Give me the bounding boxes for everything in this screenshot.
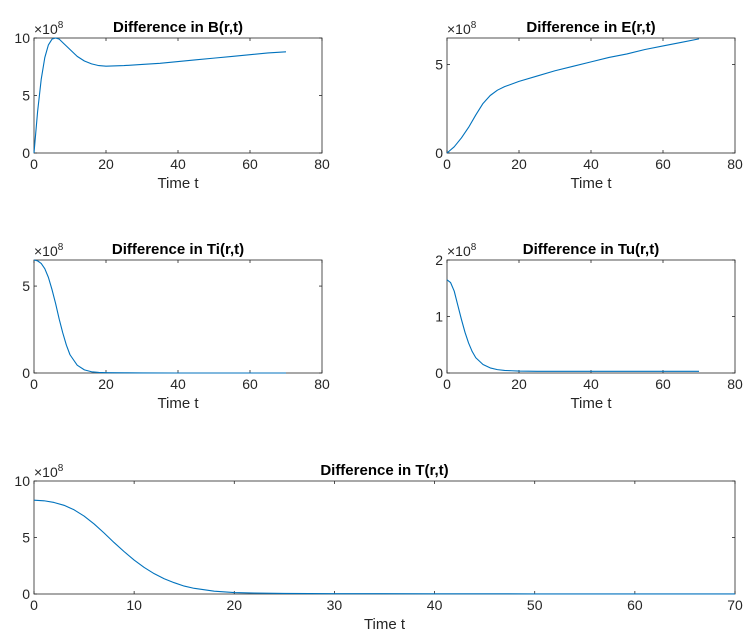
x-tick-label: 40 — [170, 156, 186, 172]
x-tick-label: 60 — [242, 376, 258, 392]
x-tick-label: 70 — [727, 597, 743, 613]
x-tick-label: 80 — [727, 156, 743, 172]
x-tick-label: 0 — [30, 376, 38, 392]
series-line-1 — [446, 38, 700, 154]
x-tick-label: 0 — [443, 156, 451, 172]
x-tick-label: 20 — [226, 597, 242, 613]
y-exponent-power: 8 — [58, 20, 64, 31]
chart-title: Difference in T(r,t) — [320, 462, 448, 479]
y-tick-label: 5 — [22, 530, 30, 546]
y-tick-label: 0 — [22, 365, 30, 381]
y-tick-label: 5 — [22, 278, 30, 294]
x-tick-label: 30 — [327, 597, 343, 613]
series-line-1 — [33, 259, 286, 374]
x-tick-label: 50 — [527, 597, 543, 613]
y-exponent-label: ×108 — [447, 242, 477, 259]
chart-title: Difference in E(r,t) — [526, 19, 655, 36]
y-tick-label: 0 — [435, 145, 443, 161]
series-line-1 — [33, 499, 735, 595]
plot-area — [33, 480, 736, 595]
x-axis-label: Time t — [157, 395, 199, 412]
series-line-1 — [33, 37, 287, 154]
x-tick-label: 80 — [314, 376, 330, 392]
x-tick-label: 60 — [655, 156, 671, 172]
chart-panel-3: 0 20 40 60 80 0 5 ×108 Difference in Ti(r,t) Time… — [22, 241, 330, 412]
plot-area — [33, 259, 323, 374]
x-tick-label: 0 — [30, 597, 38, 613]
x-tick-label: 40 — [583, 156, 599, 172]
chart-panel-4: 0 20 40 60 80 0 1 2×108 Difference in Tu(r,t) Tim… — [435, 241, 743, 412]
y-exponent-base: ×10 — [447, 243, 471, 259]
y-exponent-base: ×10 — [447, 21, 471, 37]
x-axis-label: Time t — [570, 175, 612, 192]
y-tick-label: 5 — [22, 88, 30, 104]
x-tick-label: 80 — [727, 376, 743, 392]
x-axis-label: Time t — [157, 175, 199, 192]
plot-area — [33, 37, 323, 154]
chart-title: Difference in Tu(r,t) — [523, 241, 659, 258]
x-tick-label: 60 — [627, 597, 643, 613]
y-exponent-base: ×10 — [34, 243, 58, 259]
y-tick-label: 0 — [435, 365, 443, 381]
x-tick-label: 40 — [583, 376, 599, 392]
y-tick-label: 0 — [22, 145, 30, 161]
y-exponent-label: ×108 — [34, 242, 64, 259]
y-exponent-base: ×10 — [34, 21, 58, 37]
x-tick-label: 60 — [655, 376, 671, 392]
chart-panel-2: 0 20 40 60 80 0 5 ×108 Difference in E(r,t) Time … — [435, 19, 743, 192]
x-tick-label: 40 — [427, 597, 443, 613]
plot-area — [446, 37, 736, 154]
x-axis-label: Time t — [570, 395, 612, 412]
plot-area — [446, 259, 736, 374]
x-tick-label: 0 — [443, 376, 451, 392]
x-tick-label: 20 — [511, 156, 527, 172]
y-tick-label: 10 — [14, 30, 30, 46]
y-exponent-label: ×108 — [447, 20, 477, 37]
x-tick-label: 0 — [30, 156, 38, 172]
y-tick-label: 1 — [435, 309, 443, 325]
y-exponent-base: ×10 — [34, 464, 58, 480]
series-line-1 — [446, 279, 699, 372]
y-tick-label: 10 — [14, 473, 30, 489]
y-exponent-power: 8 — [58, 242, 64, 253]
y-tick-label: 2 — [435, 252, 443, 268]
x-tick-label: 20 — [98, 156, 114, 172]
x-tick-label: 60 — [242, 156, 258, 172]
y-exponent-label: ×108 — [34, 20, 64, 37]
x-tick-label: 20 — [98, 376, 114, 392]
chart-panel-1: 0 20 40 60 80 0 5 10×108 Difference in B(r,t) Tim… — [14, 19, 330, 192]
x-tick-label: 80 — [314, 156, 330, 172]
x-tick-label: 10 — [126, 597, 142, 613]
y-tick-label: 5 — [435, 57, 443, 73]
y-exponent-label: ×108 — [34, 463, 64, 480]
chart-title: Difference in Ti(r,t) — [112, 241, 244, 258]
y-exponent-power: 8 — [471, 20, 477, 31]
y-tick-label: 0 — [22, 586, 30, 602]
x-tick-label: 20 — [511, 376, 527, 392]
chart-title: Difference in B(r,t) — [113, 19, 243, 36]
x-axis-label: Time t — [364, 616, 406, 633]
y-exponent-power: 8 — [471, 242, 477, 253]
y-exponent-power: 8 — [58, 463, 64, 474]
x-tick-label: 40 — [170, 376, 186, 392]
